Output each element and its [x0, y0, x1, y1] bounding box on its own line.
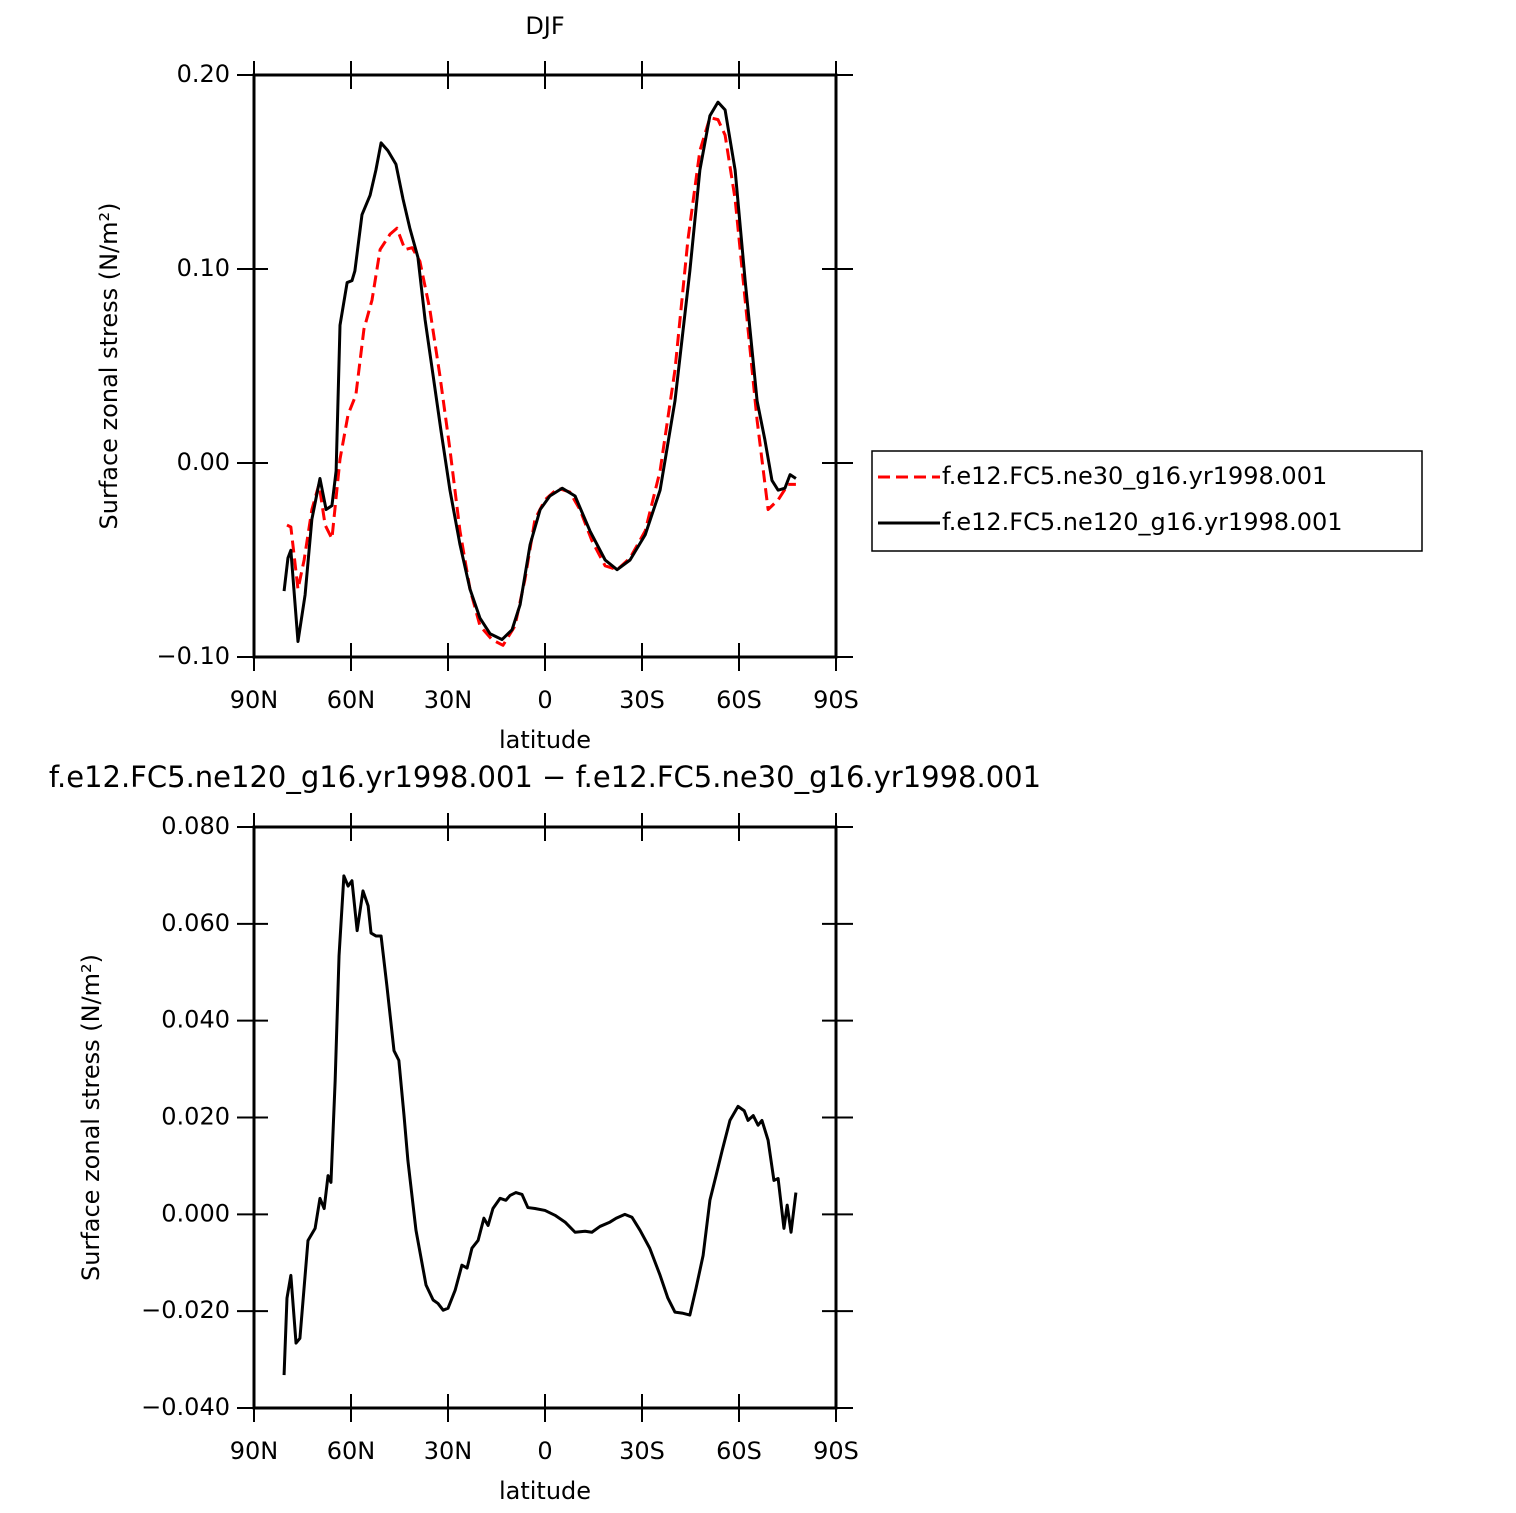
x-tick-label: 90S: [813, 686, 859, 714]
chart-title: f.e12.FC5.ne120_g16.yr1998.001 − f.e12.F…: [49, 760, 1041, 794]
legend-box: [871, 450, 1423, 552]
x-tick-label: 30N: [424, 686, 473, 714]
y-tick-label: 0.10: [177, 254, 230, 282]
x-tick-label: 0: [537, 1437, 552, 1465]
data-line: [282, 100, 797, 643]
x-tick-label: 90S: [813, 1437, 859, 1465]
x-tick-label: 30S: [619, 686, 665, 714]
y-tick-label: 0.20: [177, 60, 230, 88]
x-tick-label: 30S: [619, 1437, 665, 1465]
x-tick-label: 60S: [716, 686, 762, 714]
y-tick-label: 0.040: [161, 1006, 230, 1034]
y-tick-label: 0.080: [161, 812, 230, 840]
plot-frame: [252, 73, 838, 659]
x-tick-label: 60N: [327, 1437, 376, 1465]
x-tick-label: 60S: [716, 1437, 762, 1465]
data-line: [286, 116, 796, 647]
chart-title: DJF: [525, 12, 564, 40]
y-tick-label: 0.020: [161, 1103, 230, 1131]
y-tick-label: −0.040: [141, 1393, 230, 1421]
x-axis-label: latitude: [499, 1477, 591, 1505]
y-tick-label: 0.00: [177, 448, 230, 476]
y-tick-label: −0.020: [141, 1296, 230, 1324]
x-tick-label: 90N: [230, 1437, 279, 1465]
x-tick-label: 90N: [230, 686, 279, 714]
legend-label: f.e12.FC5.ne30_g16.yr1998.001: [942, 462, 1327, 490]
y-tick-label: 0.060: [161, 909, 230, 937]
data-line: [282, 874, 798, 1376]
y-tick-label: 0.000: [161, 1199, 230, 1227]
plot-frame: [252, 825, 838, 1410]
y-axis-label: Surface zonal stress (N/m²): [77, 954, 105, 1281]
x-tick-label: 0: [537, 686, 552, 714]
x-tick-label: 60N: [327, 686, 376, 714]
y-tick-label: −0.10: [156, 642, 230, 670]
y-axis-label: Surface zonal stress (N/m²): [95, 203, 123, 530]
x-axis-label: latitude: [499, 726, 591, 754]
legend-label: f.e12.FC5.ne120_g16.yr1998.001: [942, 508, 1343, 536]
x-tick-label: 30N: [424, 1437, 473, 1465]
